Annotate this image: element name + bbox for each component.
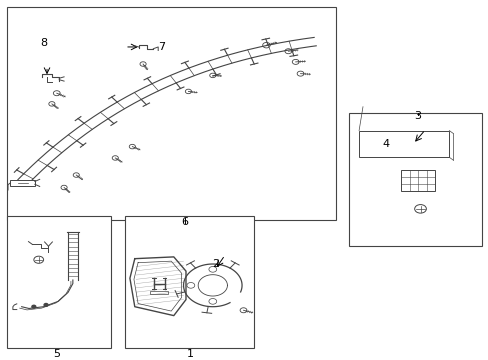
Text: 1: 1 (186, 349, 193, 359)
Bar (6, 7, 335, 220)
Bar (400, 170, 434, 191)
Text: 4: 4 (382, 139, 388, 149)
Text: 3: 3 (413, 111, 420, 121)
Text: 2: 2 (211, 259, 218, 269)
Text: 7: 7 (158, 42, 165, 52)
Bar (358, 131, 448, 157)
Bar (150, 291, 167, 294)
Text: 8: 8 (40, 39, 47, 48)
Bar (125, 216, 254, 348)
Bar (6, 216, 111, 348)
Text: 6: 6 (181, 217, 188, 227)
Bar (10, 180, 35, 186)
Bar (348, 113, 481, 246)
Circle shape (44, 303, 48, 306)
Circle shape (32, 305, 36, 308)
Text: 5: 5 (53, 349, 60, 359)
